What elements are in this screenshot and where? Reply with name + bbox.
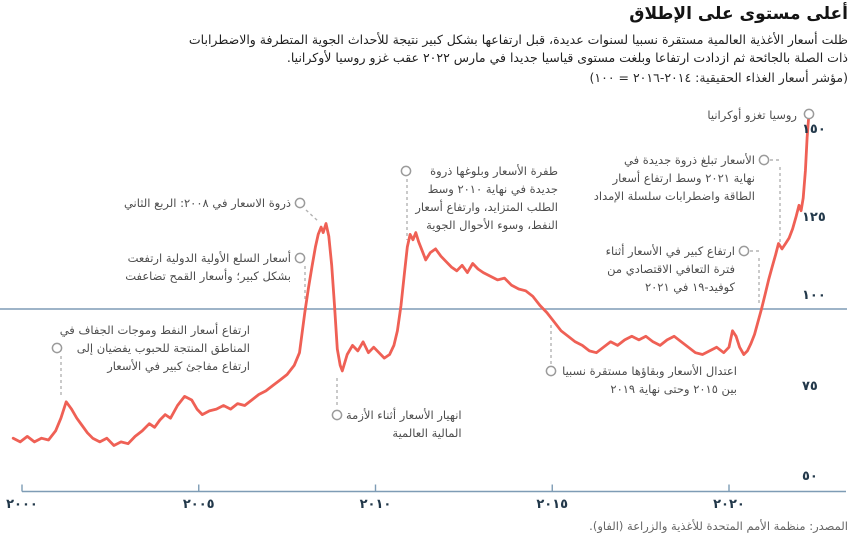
annotation-line: ارتفاع أسعار النفط وموجات الجفاف في [59,323,250,337]
annotation-crash-financial-crisis: انهيار الأسعار أثناء الأزمة المالية العال… [346,406,462,442]
annotation-line: نهاية ٢٠٢١ وسط ارتفاع أسعار [612,171,755,185]
annotation-line: الطاقة واضطرابات سلسلة الإمداد [593,189,755,203]
annotation-marker-surge-2010 [400,165,412,177]
annotation-marker-moderation-2015-2019 [545,365,557,377]
annotation-connector [305,209,319,222]
annotation-line: أسعار السلع الأولية الدولية ارتفعت [127,251,291,265]
annotation-line: الأسعار تبلغ ذروة جديدة في [624,153,755,167]
annotation-russia-invades-ukraine: روسيا تغزو أوكرانيا [707,106,797,124]
annotation-line: ارتفاع كبير في الأسعار أثناء [605,244,735,258]
y-axis-label-75: ٧٥ [802,379,818,394]
annotation-line: الطلب المتزايد، وارتفاع أسعار [415,200,558,214]
annotation-line: اعتدال الأسعار وبقاؤها مستقرة نسبيا [562,364,737,378]
x-axis-label-2015: ٢٠١٥ [536,497,569,512]
annotation-marker-russia-invades-ukraine [803,108,815,120]
annotation-line: بين ٢٠١٥ وحتى نهاية ٢٠١٩ [610,382,737,396]
annotation-line: كوفيد-١٩ في ٢٠٢١ [644,280,735,294]
annotation-line: جديدة في نهاية ٢٠١٠ وسط [427,182,558,196]
annotation-line: بشكل كبير؛ وأسعار القمح تضاعفت [125,269,291,283]
annotation-marker-peak-2021 [758,154,770,166]
annotation-line: طفرة الأسعار وبلوغها ذروة [430,164,558,178]
annotation-marker-covid-recovery-2021 [738,245,750,257]
source-note: المصدر: منظمة الأمم المتحدة للأغذية والز… [589,519,848,533]
annotation-surge-2010: طفرة الأسعار وبلوغها ذروة جديدة في نهاية … [415,162,558,234]
annotation-line: النفط، وسوء الأحوال الجوية [426,218,558,232]
y-axis-label-100: ١٠٠ [802,288,826,303]
x-axis-label-2005: ٢٠٠٥ [182,497,215,512]
annotation-line: ارتفاع مفاجئ كبير في الأسعار [107,359,250,373]
page-title: أعلى مستوى على الإطلاق [629,4,848,24]
y-axis-label-125: ١٢٥ [802,210,826,225]
annotation-line: انهيار الأسعار أثناء الأزمة [346,408,462,422]
y-axis-label-50: ٥٠ [802,469,818,484]
annotation-covid-recovery-2021: ارتفاع كبير في الأسعار أثناء فترة التعافي… [606,242,735,296]
annotation-line: فترة التعافي الاقتصادي من [607,262,735,276]
annotation-commodity-prices-rise: أسعار السلع الأولية الدولية ارتفعت بشكل ك… [125,249,291,285]
unit-note: (مؤشر أسعار الغذاء الحقيقية: ٢٠١٤-٢٠١٦ =… [589,70,849,85]
annotation-line: المالية العالمية [392,426,462,440]
annotation-oil-prices-drought: ارتفاع أسعار النفط وموجات الجفاف في المنا… [60,321,250,375]
annotation-marker-oil-prices-drought [51,342,63,354]
annotation-marker-peak-2008 [294,197,306,209]
annotation-marker-crash-financial-crisis [331,409,343,421]
annotation-line: المناطق المنتجة للحبوب يفضيان إلى [76,341,250,355]
annotation-line: ذروة الاسعار في ٢٠٠٨: الربع الثاني [123,196,291,210]
annotation-peak-2021: الأسعار تبلغ ذروة جديدة في نهاية ٢٠٢١ وسط… [594,151,755,205]
annotation-line: روسيا تغزو أوكرانيا [707,108,797,122]
x-axis-label-2000: ٢٠٠٠ [6,497,38,512]
chart-subtitle: ظلت أسعار الأغذية العالمية مستقرة نسبيا … [189,31,848,66]
annotation-moderation-2015-2019: اعتدال الأسعار وبقاؤها مستقرة نسبيا بين ٢… [562,362,737,398]
price-curve [11,112,811,447]
chart-subtitle-line-2: ذات الصلة بالجائحة ثم ازدادت ارتفاعا وبل… [286,49,848,65]
annotation-marker-commodity-prices-rise [294,252,306,264]
y-axis-label-150: ١٥٠ [802,122,826,137]
chart-subtitle-line-1: ظلت أسعار الأغذية العالمية مستقرة نسبيا … [188,32,848,47]
annotation-peak-2008: ذروة الاسعار في ٢٠٠٨: الربع الثاني [124,194,291,212]
x-axis-label-2010: ٢٠١٠ [359,497,392,512]
x-axis-label-2020: ٢٠٢٠ [713,497,745,512]
